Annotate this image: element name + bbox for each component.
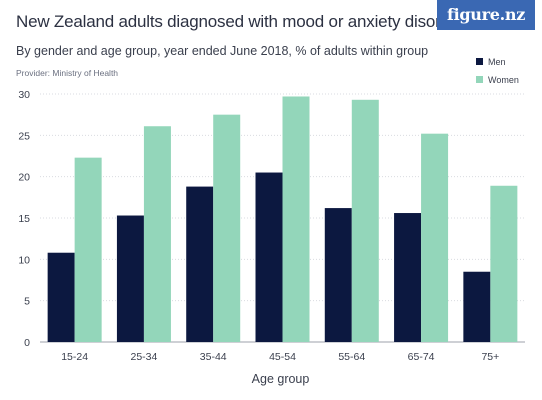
figure-nz-logo[interactable]: figure.nz bbox=[437, 0, 535, 30]
bar-men bbox=[255, 172, 283, 342]
chart-legend: Men Women bbox=[476, 56, 519, 92]
bar-men bbox=[324, 208, 352, 342]
legend-item-men: Men bbox=[476, 56, 519, 67]
x-tick-label: 25-34 bbox=[130, 351, 157, 363]
bar-men bbox=[463, 271, 491, 342]
y-tick-label: 25 bbox=[18, 130, 30, 142]
bar-women bbox=[351, 99, 379, 342]
y-tick-label: 15 bbox=[18, 213, 30, 225]
bar-women bbox=[74, 157, 102, 342]
bar-women bbox=[143, 126, 171, 343]
y-tick-label: 20 bbox=[18, 172, 30, 184]
legend-swatch-men bbox=[476, 58, 483, 65]
chart-title: New Zealand adults diagnosed with mood o… bbox=[16, 12, 473, 31]
x-tick-label: 65-74 bbox=[408, 351, 435, 363]
x-tick-label: 35-44 bbox=[200, 351, 227, 363]
x-tick-label: 45-54 bbox=[269, 351, 296, 363]
legend-label-men: Men bbox=[488, 56, 506, 67]
bar-women bbox=[421, 133, 449, 342]
x-tick-label: 15-24 bbox=[61, 351, 88, 363]
y-tick-label: 0 bbox=[24, 337, 30, 349]
bar-men bbox=[116, 215, 144, 342]
y-tick-label: 30 bbox=[18, 89, 30, 101]
y-tick-label: 10 bbox=[18, 254, 30, 266]
bar-women bbox=[282, 96, 310, 342]
x-axis-title: Age group bbox=[252, 372, 310, 386]
data-provider: Provider: Ministry of Health bbox=[16, 68, 119, 78]
bar-women bbox=[213, 114, 241, 343]
x-tick-label: 55-64 bbox=[338, 351, 365, 363]
x-tick-label: 75+ bbox=[481, 351, 499, 363]
y-tick-label: 5 bbox=[24, 296, 30, 308]
legend-item-women: Women bbox=[476, 74, 519, 85]
bar-men bbox=[47, 252, 75, 342]
legend-swatch-women bbox=[476, 76, 483, 83]
bar-men bbox=[186, 186, 214, 342]
bar-women bbox=[490, 185, 518, 342]
legend-label-women: Women bbox=[488, 74, 519, 85]
bar-men bbox=[394, 213, 422, 342]
chart-subtitle: By gender and age group, year ended June… bbox=[16, 44, 429, 58]
